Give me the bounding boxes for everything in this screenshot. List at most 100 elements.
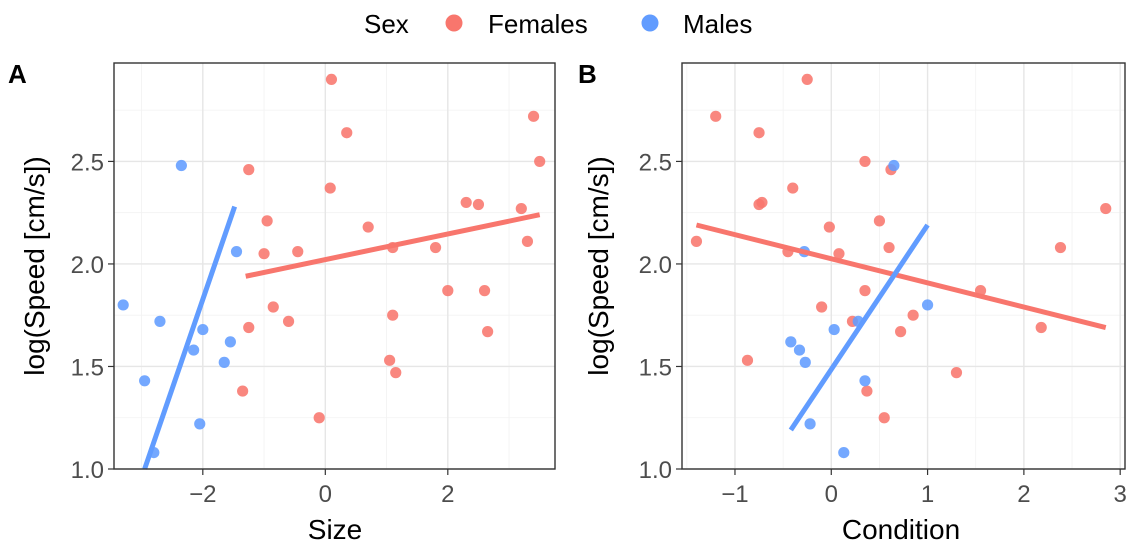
point-males [828,323,840,336]
legend-title: Sex [364,9,409,39]
fit-line-males-b [788,223,930,432]
point-females [883,241,895,254]
panel-label-a: A [8,59,27,89]
point-females [534,155,546,168]
x-axis-title-a: Size [308,514,362,545]
panel-border-a [113,62,556,470]
legend-key-females [445,14,463,32]
point-males [804,418,816,430]
point-females [907,309,919,321]
point-females [710,110,722,122]
point-females [429,241,442,254]
point-females [950,367,963,379]
point-females [472,198,485,211]
y-tick-label-a: 2.0 [71,252,104,279]
point-females [325,73,338,86]
point-females [690,235,703,247]
y-axis-title-b: log(Speed [cm/s]) [583,156,614,375]
point-females [243,321,255,334]
point-males [197,323,209,336]
point-males [175,159,187,172]
y-tick-label-a: 2.5 [71,149,104,176]
y-tick-label-a: 1.5 [71,354,104,381]
x-tick-label-b: 0 [825,481,838,508]
point-females [442,285,454,297]
point-females [324,182,336,194]
point-females [787,182,799,194]
series-females-b [690,73,1112,424]
panel-label-b: B [578,59,597,89]
point-females [292,246,304,258]
x-tick-label-a: 2 [441,481,454,508]
legend-label-males: Males [683,9,752,39]
panel-a: A log(Speed [cm/s]) Size −2 0 2 1.0 1.5 2.0 2.… [8,59,556,545]
point-females [384,354,396,366]
point-females [341,127,353,139]
grid-b [682,63,1125,470]
point-females [861,385,873,397]
point-males [799,356,811,368]
point-males [218,356,230,368]
panel-b: B log(Speed [cm/s]) Condition −1 0 1 2 3 1.0 1… [578,59,1127,545]
point-females [267,301,279,313]
point-females [313,412,325,424]
point-females [261,215,273,227]
x-tick-label-b: 3 [1114,481,1127,508]
y-tick-label-b: 1.5 [639,354,672,381]
point-females [833,248,845,260]
panel-border-b [681,62,1126,470]
point-females [390,367,402,379]
y-tick-label-b: 2.0 [639,252,672,279]
x-tick-label-a: 0 [319,481,332,508]
point-females [859,155,871,168]
point-females [823,221,835,233]
point-females [859,285,871,297]
point-males [785,336,797,348]
point-males [230,246,243,258]
x-axis-title-b: Condition [842,514,960,545]
point-females [243,164,255,176]
point-females [801,73,813,86]
point-females [1035,321,1047,334]
point-females [873,215,886,227]
x-tick-label-b: −1 [721,481,748,508]
point-males [194,418,206,430]
legend-label-females: Females [488,9,588,39]
point-males [224,336,236,348]
point-males [888,159,900,172]
point-females [895,326,907,338]
x-tick-label-b: 2 [1017,481,1030,508]
point-females [1054,241,1067,254]
point-females [527,110,540,122]
point-males [793,344,806,356]
point-females [460,196,472,209]
point-males [838,446,850,459]
point-females [521,235,534,247]
point-males [859,375,871,387]
fit-line-females-b [695,222,1107,330]
point-females [878,412,890,424]
y-tick-label-a: 1.0 [71,457,104,484]
point-males [154,315,166,327]
point-females [1100,202,1112,215]
point-females [258,248,270,260]
plot-area-a: −2 0 2 1.0 1.5 2.0 2.5 [71,62,556,508]
point-males [117,299,129,311]
fit-line-males-a [142,205,238,470]
point-females [816,301,828,313]
point-males [188,344,200,356]
grid-a [114,63,555,470]
point-males [139,375,151,387]
x-tick-label-b: 1 [921,481,934,508]
point-females [753,127,765,139]
fit-line-females-a [245,212,541,279]
series-males-b [785,159,934,459]
point-females [515,202,527,215]
point-females [753,198,765,211]
y-tick-label-b: 2.5 [639,149,672,176]
series-females-a [237,73,546,424]
legend-key-males [641,14,659,32]
point-females [282,315,295,327]
point-males [921,299,934,311]
